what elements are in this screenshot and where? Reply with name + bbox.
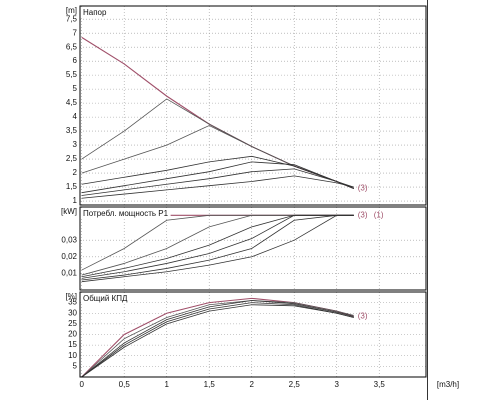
panel-title: Напор (83, 8, 107, 17)
y-tick-label: 0,01 (61, 269, 77, 278)
y-tick-label: 1,5 (66, 182, 78, 191)
y-tick-label: 7 (73, 28, 78, 37)
y-tick-label: 30 (68, 308, 77, 317)
x-tick-label: 1,5 (204, 380, 216, 389)
panel-title: Общий КПД (83, 294, 128, 303)
title-bg (81, 208, 171, 220)
y-tick-label: 6 (73, 56, 78, 65)
panel-title: Потребл. мощность P1 (83, 209, 169, 218)
y-tick-label: 5 (73, 84, 78, 93)
x-tick-label: 2,5 (289, 380, 301, 389)
x-tick-label: 0,5 (119, 380, 131, 389)
y-tick-label: 4 (73, 112, 78, 121)
y-tick-label: 3 (73, 140, 78, 149)
curve (81, 175, 354, 199)
y-tick-label: 35 (68, 298, 77, 307)
curve (81, 36, 354, 189)
x-tick-label: 3 (335, 380, 340, 389)
curve (81, 214, 354, 281)
y-tick-label: 0,02 (61, 252, 77, 261)
x-tick-label: 3,5 (374, 380, 386, 389)
curve (81, 300, 354, 378)
curve (81, 214, 354, 276)
y-tick-label: 6,5 (66, 42, 78, 51)
y-tick-label: 5,5 (66, 70, 78, 79)
x-axis-label: [m3/h] (437, 380, 459, 389)
x-tick-label: 0 (79, 380, 84, 389)
curve (81, 214, 354, 279)
panel-frame (79, 5, 427, 206)
panel-frame (79, 291, 427, 378)
y-tick-label: 2 (73, 168, 78, 177)
x-tick-label: 1 (164, 380, 169, 389)
y-axis-label: [m] (66, 6, 77, 15)
curve-label: (3) (358, 312, 368, 321)
curve (81, 304, 354, 378)
title-bg (81, 7, 110, 19)
y-tick-label: 10 (68, 351, 77, 360)
y-tick-label: 5 (73, 361, 78, 370)
y-tick-label: 7,5 (66, 14, 78, 23)
y-axis-label: [%] (65, 292, 77, 301)
y-tick-label: 3,5 (66, 126, 78, 135)
y-tick-label: 4,5 (66, 98, 78, 107)
curve-label: (3) (358, 210, 368, 219)
curve (81, 300, 354, 378)
curve-label: (3) (358, 184, 368, 193)
y-tick-label: 0,03 (61, 235, 77, 244)
curve (81, 161, 354, 194)
title-bg (81, 293, 130, 305)
y-tick-label: 15 (68, 340, 77, 349)
y-tick-label: 25 (68, 319, 77, 328)
y-tick-label: 2,5 (66, 154, 78, 163)
y-axis-label: [kW] (61, 207, 77, 216)
curve (81, 168, 354, 196)
curve-label: (1) (374, 210, 384, 219)
x-tick-label: 2 (249, 380, 254, 389)
y-tick-label: 20 (68, 330, 77, 339)
curve (81, 214, 354, 283)
y-tick-label: 1 (73, 196, 78, 205)
curve (81, 214, 354, 271)
panel-frame (79, 206, 427, 291)
curve (81, 98, 354, 189)
